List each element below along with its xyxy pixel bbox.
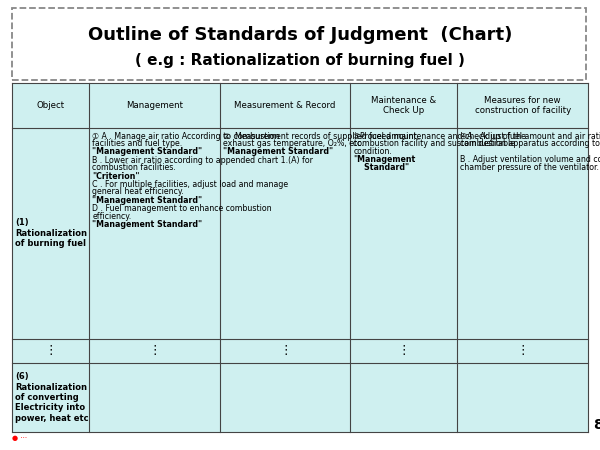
Bar	[457, 83, 588, 128]
Text: Measures for new
construction of facility: Measures for new construction of facilit…	[475, 95, 571, 115]
Text: combustion facility and sustain desirable: combustion facility and sustain desirabl…	[353, 140, 515, 148]
Text: "Management Standard": "Management Standard"	[92, 220, 202, 229]
Text: ⋮: ⋮	[44, 344, 57, 357]
Text: ⋮: ⋮	[279, 344, 292, 357]
Bar	[220, 83, 350, 128]
Bar	[89, 128, 220, 339]
Text: condition.: condition.	[353, 147, 392, 156]
Text: efficiency.: efficiency.	[92, 212, 131, 220]
Text: Object: Object	[37, 101, 65, 110]
Bar	[457, 128, 588, 339]
Bar	[220, 128, 350, 339]
Text: (6)
Rationalization
of converting
Electricity into
power, heat etc: (6) Rationalization of converting Electr…	[15, 372, 89, 423]
Bar	[12, 363, 89, 432]
Text: ( e.g : Rationalization of burning fuel ): ( e.g : Rationalization of burning fuel …	[135, 54, 465, 68]
Text: chamber pressure of the ventilator.: chamber pressure of the ventilator.	[460, 163, 599, 172]
Text: Outline of Standards of Judgment  (Chart): Outline of Standards of Judgment (Chart)	[88, 26, 512, 44]
Bar	[350, 83, 457, 128]
Text: "Criterion": "Criterion"	[92, 171, 140, 180]
Bar	[12, 128, 89, 339]
Text: D . Fuel management to enhance combustion: D . Fuel management to enhance combustio…	[92, 204, 272, 213]
Bar	[457, 363, 588, 432]
Text: "Management: "Management	[353, 155, 416, 164]
Bar	[220, 339, 350, 363]
Bar	[89, 339, 220, 363]
Text: ⋮: ⋮	[517, 344, 529, 357]
Text: Standard": Standard"	[353, 163, 410, 172]
Text: Measurement & Record: Measurement & Record	[235, 101, 336, 110]
Text: ⋮: ⋮	[148, 344, 161, 357]
Text: B . Adjust ventilation volume and combustion: B . Adjust ventilation volume and combus…	[460, 155, 600, 164]
Bar	[220, 363, 350, 432]
Text: exhaust gas temperature, O₂%, etc.: exhaust gas temperature, O₂%, etc.	[223, 140, 364, 148]
Text: "Management Standard": "Management Standard"	[223, 148, 333, 157]
Text: combustion apparatus according to load change.: combustion apparatus according to load c…	[460, 140, 600, 148]
Text: (1)
Rationalization
of burning fuel: (1) Rationalization of burning fuel	[15, 218, 87, 248]
Bar	[89, 363, 220, 432]
Bar	[12, 83, 89, 128]
Text: general heat efficiency.: general heat efficiency.	[92, 188, 184, 197]
Text: "Management Standard": "Management Standard"	[92, 148, 202, 157]
Bar	[12, 339, 89, 363]
Text: combustion facilities.: combustion facilities.	[92, 163, 176, 172]
Bar	[350, 128, 457, 339]
Text: ④A . Adjust fuel amount and air ratio of the: ④A . Adjust fuel amount and air ratio of…	[460, 131, 600, 140]
Text: B . Lower air ratio according to appended chart 1.(A) for: B . Lower air ratio according to appende…	[92, 156, 313, 165]
Text: Management: Management	[126, 101, 183, 110]
Bar	[350, 339, 457, 363]
Bar	[89, 83, 220, 128]
Text: ⋮: ⋮	[398, 344, 410, 357]
Text: "Management Standard": "Management Standard"	[92, 196, 202, 205]
Text: ① A . Manage air ratio According to combustion: ① A . Manage air ratio According to comb…	[92, 131, 280, 140]
Text: C . For multiple facilities, adjust load and manage: C . For multiple facilities, adjust load…	[92, 180, 289, 189]
Text: Maintenance &
Check Up: Maintenance & Check Up	[371, 95, 436, 115]
Text: ● ···: ● ···	[12, 435, 27, 441]
Bar	[457, 339, 588, 363]
Text: facilities and fuel type.: facilities and fuel type.	[92, 140, 182, 148]
Bar	[12, 8, 586, 80]
Text: ②  Measurement records of supplied fuel amount,: ② Measurement records of supplied fuel a…	[223, 131, 419, 140]
Text: ③Proceed maintenance and check up of the: ③Proceed maintenance and check up of the	[353, 131, 526, 140]
Bar	[350, 363, 457, 432]
Text: 8: 8	[593, 418, 600, 432]
